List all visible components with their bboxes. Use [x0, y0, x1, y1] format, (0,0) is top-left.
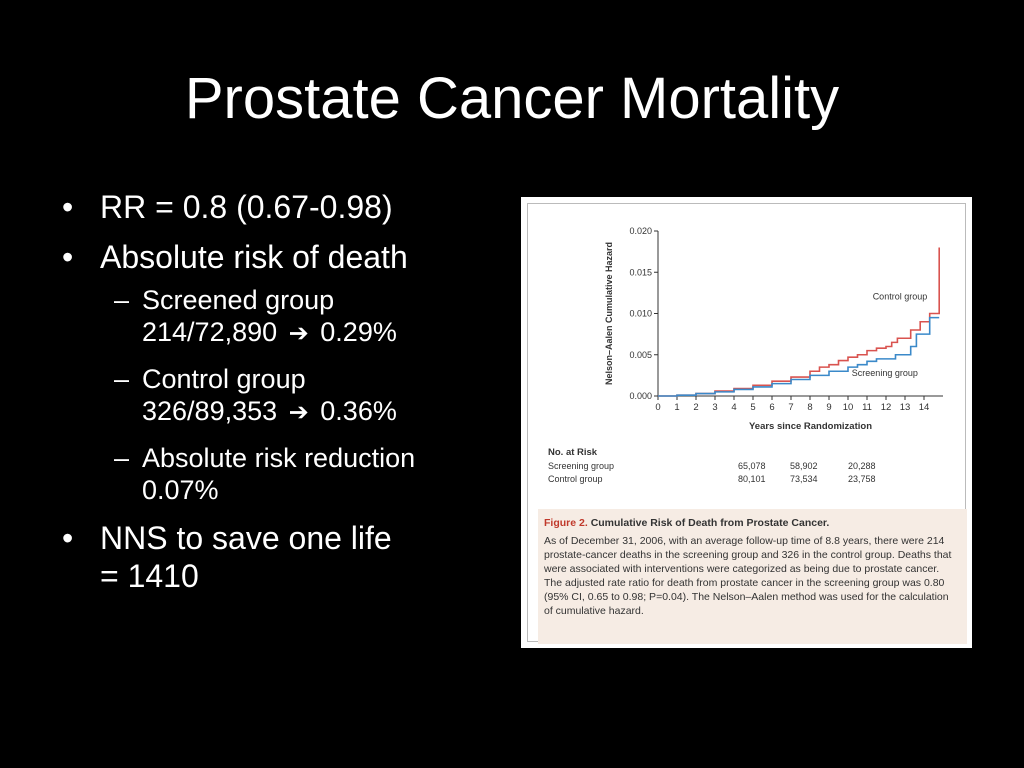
bullet-nns: NNS to save one life = 1410 [58, 519, 508, 595]
arrow-right-icon: ➔ [288, 399, 309, 426]
x-tick-label: 8 [807, 402, 812, 413]
arr-label: Absolute risk reduction [142, 443, 416, 473]
sub-bullet-arr: Absolute risk reduction 0.07% [100, 442, 508, 506]
risk-table-cell: 58,902 [790, 461, 818, 471]
x-tick-label: 9 [826, 402, 831, 413]
rr-text: RR = 0.8 (0.67-0.98) [100, 189, 393, 225]
screening-group-annotation: Screening group [852, 368, 918, 378]
screened-fraction: 214/72,890 [142, 317, 278, 347]
screened-label: Screened group [142, 285, 335, 315]
x-tick-label: 14 [919, 402, 930, 413]
bullet-rr: RR = 0.8 (0.67-0.98) [58, 188, 508, 226]
x-tick-label: 3 [712, 402, 717, 413]
risk-table-cell: 80,101 [738, 474, 766, 484]
y-tick-label: 0.020 [629, 226, 652, 236]
bullet-absolute-risk: Absolute risk of death Screened group 21… [58, 238, 508, 506]
slide-title: Prostate Cancer Mortality [184, 66, 840, 131]
control-fraction: 326/89,353 [142, 396, 278, 426]
y-tick-label: 0.010 [629, 309, 652, 319]
control-label: Control group [142, 364, 306, 394]
caption-title-line: Figure 2. Cumulative Risk of Death from … [544, 516, 959, 530]
absolute-risk-text: Absolute risk of death [100, 239, 408, 275]
sub-bullet-screened: Screened group 214/72,890 ➔ 0.29% [100, 284, 508, 350]
x-tick-label: 1 [674, 402, 679, 413]
x-tick-label: 2 [693, 402, 698, 413]
risk-table-header: No. at Risk [548, 447, 598, 458]
x-tick-label: 7 [788, 402, 793, 413]
risk-table-cell: 73,534 [790, 474, 818, 484]
y-tick-label: 0.000 [629, 391, 652, 401]
x-tick-label: 6 [769, 402, 774, 413]
sub-bullet-list: Screened group 214/72,890 ➔ 0.29% Contro… [100, 284, 508, 506]
screened-pct: 0.29% [320, 317, 397, 347]
risk-table-row-label: Screening group [548, 461, 614, 471]
y-tick-label: 0.005 [629, 350, 652, 360]
caption-body: As of December 31, 2006, with an average… [544, 535, 952, 617]
figure-caption: Figure 2. Cumulative Risk of Death from … [538, 509, 967, 644]
x-tick-label: 13 [900, 402, 911, 413]
x-tick-label: 12 [881, 402, 892, 413]
risk-table-row-label: Control group [548, 474, 603, 484]
series-line-control-group [658, 247, 940, 397]
y-tick-label: 0.015 [629, 267, 652, 277]
control-group-annotation: Control group [873, 291, 928, 301]
x-tick-label: 11 [862, 402, 872, 413]
caption-figure-label: Figure 2. [544, 517, 588, 529]
bullet-list: RR = 0.8 (0.67-0.98) Absolute risk of de… [58, 188, 508, 607]
risk-table-cell: 20,288 [848, 461, 876, 471]
nns-value: = 1410 [100, 558, 199, 594]
x-tick-label: 0 [655, 402, 660, 413]
arrow-right-icon: ➔ [288, 320, 309, 347]
control-pct: 0.36% [320, 396, 397, 426]
x-tick-label: 10 [843, 402, 854, 413]
caption-title: Cumulative Risk of Death from Prostate C… [590, 517, 830, 529]
arr-value: 0.07% [142, 475, 219, 505]
figure-border: 0.000 0.005 0.010 0.015 0.020 0 1 2 3 4 5 6 7 8 9 10 11 1… [527, 203, 967, 644]
risk-table-cell: 65,078 [738, 461, 766, 471]
series-line-screening-group [658, 316, 940, 397]
risk-table-cell: 23,758 [848, 474, 876, 484]
x-axis-label: Years since Randomization [749, 421, 872, 432]
figure-panel: 0.000 0.005 0.010 0.015 0.020 0 1 2 3 4 5 6 7 8 9 10 11 1… [521, 197, 972, 648]
sub-bullet-control: Control group 326/89,353 ➔ 0.36% [100, 363, 508, 429]
y-axis-label: Nelson–Aalen Cumulative Hazard [604, 242, 614, 385]
x-tick-label: 4 [731, 402, 736, 413]
x-tick-label: 5 [750, 402, 755, 413]
nns-text: NNS to save one life [100, 520, 392, 556]
